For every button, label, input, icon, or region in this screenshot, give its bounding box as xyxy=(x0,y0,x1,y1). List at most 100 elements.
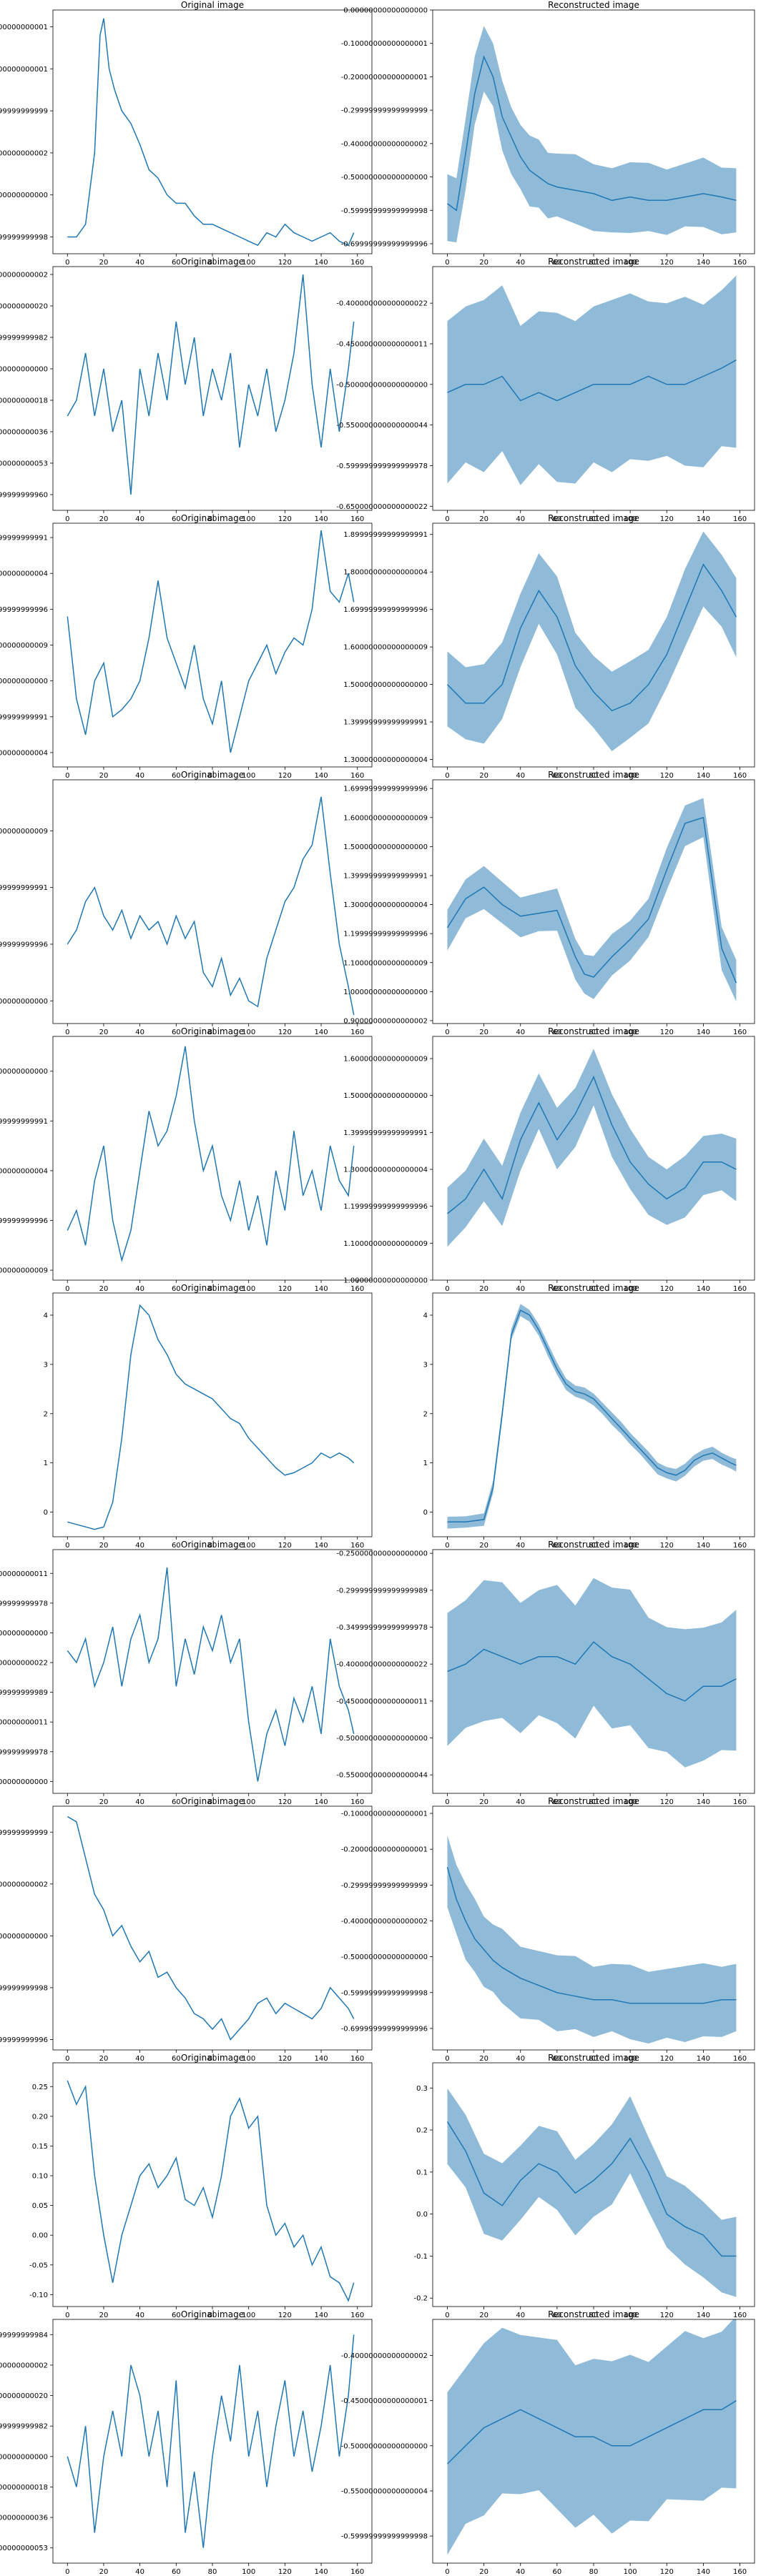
x-tick-label: 100 xyxy=(624,772,637,780)
x-tick-label: 80 xyxy=(208,2055,217,2063)
x-tick-label: 80 xyxy=(208,772,217,780)
mean-line xyxy=(447,360,737,402)
x-tick-label: 40 xyxy=(516,259,525,267)
x-tick-label: 120 xyxy=(278,772,292,780)
subplot-7-original: Original image 0 20 40 60 80 100 120 140 160 1.000… xyxy=(0,770,373,1036)
x-tick-label: 160 xyxy=(733,1798,747,1806)
y-tick-label: -0.349999999999999978 xyxy=(336,1624,428,1632)
axes-frame xyxy=(52,9,373,254)
mean-line xyxy=(447,1641,737,1702)
x-tick-label: 0 xyxy=(445,2312,449,2319)
x-tick-label: 160 xyxy=(350,259,364,267)
x-tick-label: 160 xyxy=(733,2312,747,2319)
y-tick-label: 1.50000000000000000 xyxy=(343,681,428,689)
uncertainty-band xyxy=(447,1577,737,1768)
y-tick-label: -0.299999999999999989 xyxy=(336,1587,428,1595)
y-tick-label: 1.80000000000000004 xyxy=(343,569,428,577)
x-tick-label: 140 xyxy=(697,1029,710,1036)
x-tick-label: 100 xyxy=(624,2312,637,2319)
x-tick-label: 100 xyxy=(624,2055,637,2063)
signal-line xyxy=(67,796,355,1016)
subplot-8-reconstructed: Reconstructed image 0 20 40 60 80 100 120 140 160… xyxy=(343,770,755,1036)
x-tick-label: 60 xyxy=(552,259,561,267)
y-tick-label: -0.10 xyxy=(29,2292,48,2299)
uncertainty-band xyxy=(447,531,737,751)
x-tick-label: 160 xyxy=(350,2568,364,2576)
x-tick-label: 40 xyxy=(516,2312,525,2319)
y-tick-label: -0.2 xyxy=(413,2295,428,2303)
x-tick-label: 80 xyxy=(589,2568,599,2576)
subplot-15-original: Original image 0 20 40 60 80 100 120 140 160 -0.69… xyxy=(0,1796,373,2063)
x-tick-label: 40 xyxy=(516,1029,525,1036)
x-tick-label: 160 xyxy=(350,515,364,523)
y-tick-label: 4 xyxy=(44,1312,48,1320)
axes-frame xyxy=(52,266,373,511)
x-tick-label: 60 xyxy=(552,2055,561,2063)
x-tick-label: 20 xyxy=(99,259,109,267)
x-tick-label: 160 xyxy=(733,1285,747,1293)
y-tick-label: 0.00000000000000000 xyxy=(343,7,428,15)
y-tick-label: 1.80000000000000004 xyxy=(0,570,48,578)
y-tick-label: -0.450000000000000011 xyxy=(0,1719,48,1727)
x-tick-label: 120 xyxy=(278,2568,292,2576)
x-tick-label: 120 xyxy=(278,2055,292,2063)
y-tick-label: 0.25 xyxy=(32,2084,48,2091)
y-tick-label: -0.450000000000000011 xyxy=(336,340,428,348)
x-tick-label: 120 xyxy=(660,1029,674,1036)
y-tick-label: -0.440000000000000002 xyxy=(0,272,48,279)
y-tick-label: 1.19999999999999996 xyxy=(0,1217,48,1225)
x-tick-label: 100 xyxy=(624,1798,637,1806)
y-tick-label: 1.60000000000000009 xyxy=(343,644,428,652)
y-tick-label: -0.540000000000000036 xyxy=(0,429,48,437)
y-tick-label: 1.00000000000000000 xyxy=(0,998,48,1006)
x-tick-label: 80 xyxy=(589,1542,599,1550)
uncertainty-band xyxy=(447,2088,737,2297)
x-tick-label: 0 xyxy=(445,2055,449,2063)
y-tick-label: 1.39999999999999991 xyxy=(343,872,428,880)
x-tick-label: 0 xyxy=(445,1285,449,1293)
y-tick-label: -0.29999999999999999 xyxy=(341,1882,428,1890)
x-tick-label: 20 xyxy=(99,2312,109,2319)
subplot-14-reconstructed: Reconstructed image 0 20 40 60 80 100 120 140 160… xyxy=(336,1540,755,1806)
x-tick-label: 120 xyxy=(278,1029,292,1036)
y-tick-label: -0.460000000000000020 xyxy=(0,2392,48,2400)
subplot-title: Reconstructed image xyxy=(548,1283,639,1293)
y-tick-label: -0.59999999999999998 xyxy=(341,1989,428,1997)
x-tick-label: 0 xyxy=(65,1798,69,1806)
y-tick-label: 0.1 xyxy=(416,2169,428,2176)
y-tick-label: 1.50000000000000000 xyxy=(343,1092,428,1100)
x-tick-label: 160 xyxy=(733,2055,747,2063)
signal-line xyxy=(67,1046,355,1263)
mean-line xyxy=(447,55,737,212)
x-tick-label: 40 xyxy=(135,1029,144,1036)
y-tick-label: -0.375000000000000000 xyxy=(0,1630,48,1638)
x-tick-label: 60 xyxy=(552,1798,561,1806)
y-tick-label: 4 xyxy=(423,1312,428,1320)
x-tick-label: 20 xyxy=(479,772,488,780)
y-tick-label: -0.500000000000000000 xyxy=(0,366,48,374)
x-tick-label: 80 xyxy=(208,515,217,523)
y-tick-label: 3 xyxy=(44,1361,48,1369)
y-tick-label: -0.69999999999999996 xyxy=(341,240,428,248)
y-tick-label: -0.560000000000000053 xyxy=(0,2545,48,2552)
x-tick-label: 100 xyxy=(624,1029,637,1036)
x-tick-label: 100 xyxy=(242,772,255,780)
x-tick-label: 100 xyxy=(624,259,637,267)
x-tick-label: 20 xyxy=(99,1029,109,1036)
x-tick-label: 80 xyxy=(208,1285,217,1293)
x-tick-label: 20 xyxy=(479,1798,488,1806)
x-tick-label: 120 xyxy=(660,259,674,267)
y-tick-label: 0.2 xyxy=(416,2127,428,2135)
x-tick-label: 20 xyxy=(479,515,488,523)
x-tick-label: 100 xyxy=(242,259,255,267)
y-tick-label: -0.1 xyxy=(413,2253,428,2261)
y-tick-label: 2 xyxy=(44,1410,48,1418)
y-tick-label: -0.40000000000000002 xyxy=(0,149,48,157)
y-tick-label: -0.20000000000000001 xyxy=(341,74,428,81)
x-tick-label: 160 xyxy=(733,515,747,523)
x-tick-label: 60 xyxy=(552,2312,561,2319)
y-tick-label: 0.20 xyxy=(32,2113,48,2121)
x-tick-label: 60 xyxy=(172,259,181,267)
x-tick-label: 140 xyxy=(314,2312,328,2319)
